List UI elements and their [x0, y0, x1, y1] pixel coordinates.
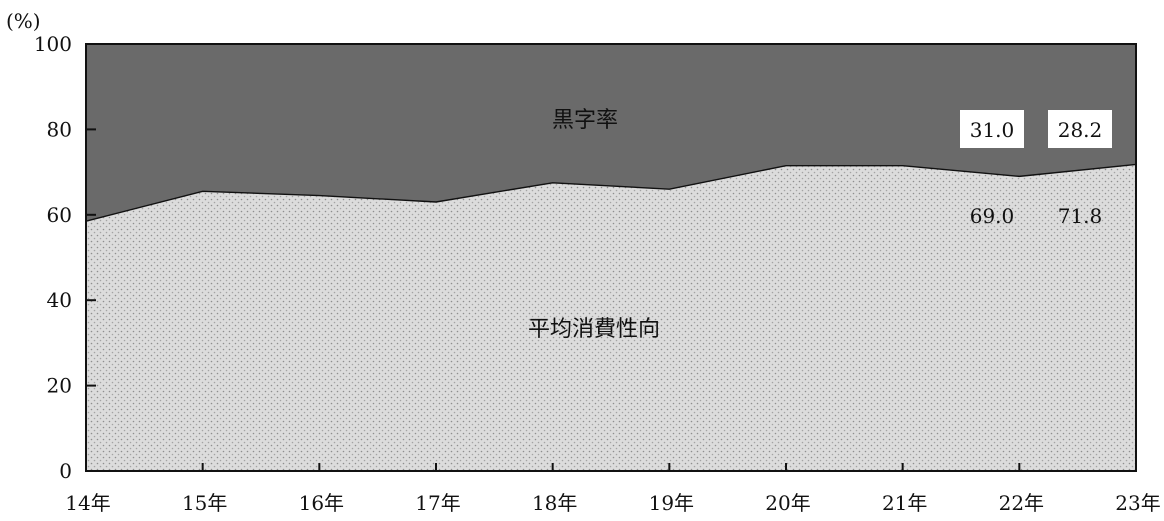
- y-tick-label: 40: [47, 288, 72, 312]
- x-tick-label: 19年: [649, 491, 694, 515]
- x-axis: 14年 15年 16年 17年 18年 19年 20年 21年 22年 23年: [65, 463, 1161, 515]
- plot-border: [85, 43, 1137, 472]
- y-axis: 0 20 40 60 80 100: [34, 32, 96, 483]
- consumption-value-label: 69.0: [970, 204, 1015, 228]
- x-tick-label: 21年: [882, 491, 927, 515]
- surplus-value-label: 31.0: [970, 118, 1015, 142]
- plot-area: [85, 43, 1137, 472]
- consumption-value-label: 71.8: [1058, 204, 1103, 228]
- x-tick-label: 15年: [182, 491, 227, 515]
- y-tick-label: 0: [59, 459, 72, 483]
- x-tick-label: 20年: [765, 491, 810, 515]
- x-tick-label: 14年: [65, 491, 110, 515]
- surplus-value-box: [1048, 110, 1112, 148]
- surplus-value-box: [960, 110, 1024, 148]
- consumption-value-labels: 69.0 71.8: [970, 204, 1103, 228]
- y-unit-label: (%): [6, 9, 41, 33]
- x-tick-label: 23年: [1115, 491, 1160, 515]
- x-tick-label: 18年: [532, 491, 577, 515]
- x-tick-label: 22年: [999, 491, 1044, 515]
- consumption-series-label: 平均消費性向: [528, 317, 660, 342]
- x-tick-label: 17年: [415, 491, 460, 515]
- y-tick-label: 100: [34, 32, 72, 56]
- average-propensity-to-consume-area: [86, 164, 1136, 471]
- y-tick-label: 80: [47, 117, 72, 141]
- surplus-value-label: 28.2: [1058, 118, 1103, 142]
- x-tick-label: 16年: [299, 491, 344, 515]
- y-tick-label: 20: [47, 374, 72, 398]
- surplus-rate-area: [86, 44, 1136, 222]
- surplus-series-label: 黒字率: [552, 108, 618, 133]
- surplus-value-labels: 31.0 28.2: [960, 110, 1112, 148]
- y-tick-label: 60: [47, 203, 72, 227]
- boundary-line: [85, 163, 1137, 222]
